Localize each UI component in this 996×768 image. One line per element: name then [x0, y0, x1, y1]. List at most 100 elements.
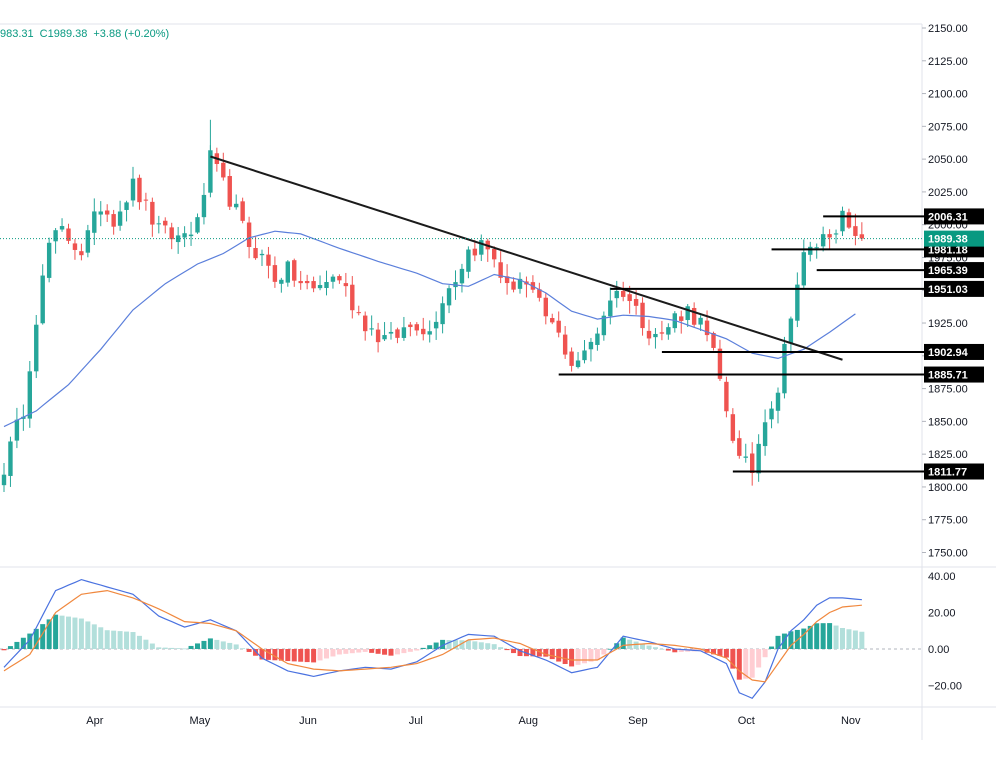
candle[interactable] [614, 280, 619, 308]
candle[interactable] [479, 234, 484, 262]
candle[interactable] [53, 228, 58, 254]
candle[interactable] [85, 224, 91, 258]
candle[interactable] [472, 240, 478, 262]
candle[interactable] [117, 200, 123, 231]
candle[interactable] [221, 152, 226, 181]
candle[interactable] [653, 328, 658, 349]
candle[interactable] [382, 322, 387, 342]
candle[interactable] [137, 174, 142, 210]
candle[interactable] [827, 229, 832, 249]
candle[interactable] [582, 340, 587, 364]
candle[interactable] [111, 209, 116, 235]
candle[interactable] [724, 376, 729, 418]
candle[interactable] [150, 197, 155, 237]
candle[interactable] [485, 238, 490, 262]
level-2006.31[interactable]: 2006.31 [823, 208, 984, 225]
candle[interactable] [298, 270, 303, 290]
macd-line[interactable] [3, 578, 862, 700]
candle[interactable] [234, 194, 239, 210]
candle[interactable] [833, 229, 839, 244]
candle[interactable] [279, 277, 284, 293]
candle[interactable] [98, 201, 103, 227]
candle[interactable] [562, 326, 568, 359]
candle[interactable] [143, 192, 149, 211]
candle[interactable] [601, 311, 607, 341]
candle[interactable] [188, 221, 194, 246]
candle[interactable] [550, 313, 555, 325]
candle[interactable] [459, 263, 465, 293]
candle[interactable] [337, 274, 342, 284]
candle[interactable] [317, 275, 323, 291]
candle[interactable] [272, 256, 278, 288]
candle[interactable] [79, 243, 84, 261]
candle[interactable] [59, 218, 65, 232]
candle[interactable] [253, 236, 258, 260]
candle[interactable] [130, 166, 136, 207]
candle[interactable] [105, 204, 110, 222]
candle[interactable] [808, 241, 813, 262]
candle[interactable] [92, 198, 97, 246]
candle[interactable] [14, 407, 20, 449]
descending-trendline[interactable] [210, 155, 843, 361]
candle[interactable] [691, 302, 697, 328]
candle[interactable] [595, 327, 600, 351]
time-axis[interactable]: Apr May Jun Jul Aug Sep Oct Nov [86, 715, 861, 727]
candle[interactable] [769, 401, 774, 429]
candle[interactable] [433, 311, 439, 340]
candle[interactable] [530, 275, 536, 293]
candle[interactable] [414, 322, 419, 336]
candle[interactable] [517, 272, 523, 294]
level-1885.71[interactable]: 1885.71 [558, 366, 984, 383]
signal-line[interactable] [3, 589, 862, 683]
candle[interactable] [698, 315, 703, 331]
candle[interactable] [330, 274, 336, 289]
candle[interactable] [588, 337, 594, 362]
candle[interactable] [311, 276, 316, 293]
candle[interactable] [846, 208, 852, 229]
candle[interactable] [788, 316, 794, 354]
candle[interactable] [504, 264, 510, 295]
candle[interactable] [34, 314, 39, 379]
candle[interactable] [840, 206, 845, 237]
candle[interactable] [1, 462, 7, 493]
candle[interactable] [756, 434, 761, 482]
candle[interactable] [40, 264, 45, 325]
candle[interactable] [401, 316, 407, 341]
candle[interactable] [27, 360, 32, 428]
candle[interactable] [156, 215, 161, 234]
candle[interactable] [259, 249, 265, 266]
candle[interactable] [646, 319, 652, 346]
candle[interactable] [685, 303, 690, 328]
candle[interactable] [363, 311, 368, 341]
level-1965.39[interactable]: 1965.39 [816, 262, 984, 279]
macd-axis-ticks[interactable]: 40.00 20.00 0.00 −20.00 [928, 571, 962, 693]
macd-histogram[interactable] [1, 614, 865, 680]
candle[interactable] [369, 315, 374, 336]
candle[interactable] [201, 183, 207, 225]
candle[interactable] [782, 336, 787, 399]
candle[interactable] [853, 213, 858, 246]
candle[interactable] [163, 217, 168, 234]
candle[interactable] [240, 197, 245, 224]
candle[interactable] [569, 347, 574, 372]
candle[interactable] [46, 237, 52, 283]
candle[interactable] [72, 239, 78, 260]
candle[interactable] [859, 222, 865, 241]
candle[interactable] [227, 169, 232, 210]
level-1811.77[interactable]: 1811.77 [732, 463, 984, 480]
candle[interactable] [169, 222, 174, 250]
candle[interactable] [292, 258, 297, 287]
candle[interactable] [182, 226, 187, 248]
level-1902.94[interactable]: 1902.94 [661, 343, 984, 360]
candle[interactable] [750, 442, 755, 486]
candle[interactable] [304, 274, 310, 290]
candle[interactable] [427, 320, 432, 343]
candle[interactable] [795, 272, 800, 328]
candle[interactable] [575, 352, 581, 369]
candle[interactable] [524, 276, 529, 298]
candle[interactable] [350, 276, 355, 319]
candle[interactable] [343, 272, 349, 297]
candle[interactable] [543, 292, 548, 325]
candle[interactable] [408, 321, 413, 337]
